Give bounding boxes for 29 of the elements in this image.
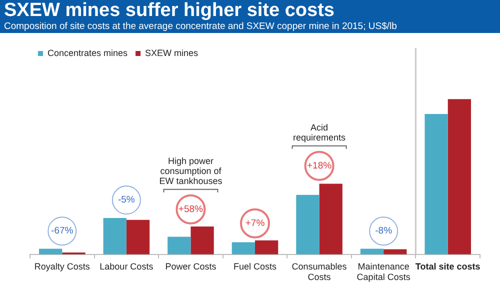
annotation: -67% <box>51 226 74 237</box>
chart-title: SXEW mines suffer higher site costs <box>4 0 336 21</box>
bar <box>255 240 278 254</box>
bar <box>232 242 255 254</box>
annotation: +18% <box>307 160 332 172</box>
annotation: High power consumption of EW tankhouses <box>159 156 223 186</box>
chart-subtitle: Composition of site costs at the average concentrate and SXEW copper mine in 2015; US$/lb <box>4 21 398 32</box>
x-tick-label: Maintenance Capital Costs <box>356 261 411 282</box>
x-tick-label: Power Costs <box>165 261 217 272</box>
legend-label: Concentrates mines <box>48 48 128 58</box>
bar <box>448 99 471 254</box>
x-tick-label: Fuel Costs <box>233 261 278 272</box>
bar <box>190 226 214 254</box>
bar <box>296 194 320 254</box>
annotation: -5% <box>118 194 136 206</box>
bar <box>424 114 448 254</box>
annotation: +7% <box>245 218 266 229</box>
annotation: +58% <box>178 204 204 215</box>
bar <box>168 236 191 254</box>
annotation: Acid requirements <box>293 122 346 142</box>
x-tick-label: Labour Costs <box>100 261 154 272</box>
x-tick-label: Total site costs <box>415 261 480 272</box>
annotation: -8% <box>375 226 393 237</box>
bar <box>126 220 150 254</box>
x-tick-label: Royalty Costs <box>34 261 90 272</box>
bar <box>103 218 126 254</box>
bar <box>319 184 342 254</box>
x-tick-label: Consumables Costs <box>292 261 348 282</box>
legend-label: SXEW mines <box>145 48 199 58</box>
